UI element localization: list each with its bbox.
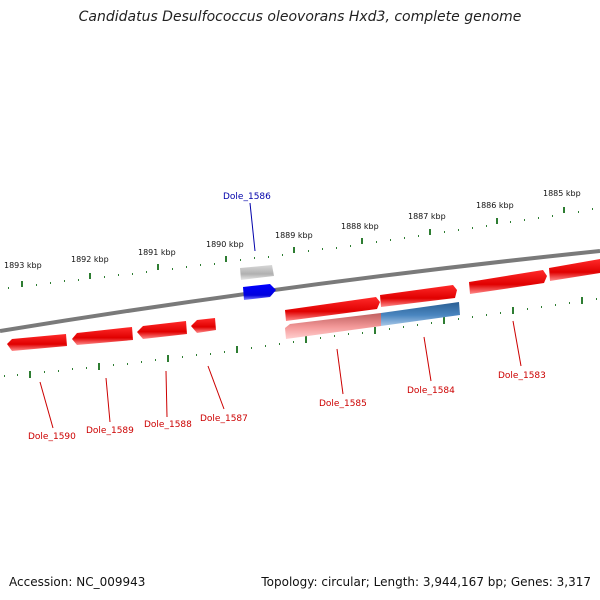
scale-label-1886: 1886 kbp xyxy=(476,201,514,210)
gene-partial-forward[interactable] xyxy=(549,259,600,281)
gene-dole-1589[interactable] xyxy=(72,327,133,345)
label-dole-1587[interactable]: Dole_1587 xyxy=(200,414,248,424)
gene-dole-1584-forward[interactable] xyxy=(380,285,457,307)
label-dole-1583[interactable]: Dole_1583 xyxy=(498,371,546,381)
gene-dole-1586-grey[interactable] xyxy=(240,265,274,280)
label-dole-1590[interactable]: Dole_1590 xyxy=(28,432,76,442)
gene-dole-1586[interactable] xyxy=(243,284,276,300)
scale-label-1885: 1885 kbp xyxy=(543,189,581,198)
gene-labels: Dole_1586 Dole_1590 Dole_1589 Dole_1588 … xyxy=(28,192,546,442)
gene-dole-1583-forward[interactable] xyxy=(469,270,547,294)
gene-dole-1585-reverse[interactable] xyxy=(285,313,381,339)
label-dole-1586[interactable]: Dole_1586 xyxy=(223,192,271,202)
gene-dole-1590[interactable] xyxy=(7,334,67,351)
scale-label-1893: 1893 kbp xyxy=(4,261,42,270)
gene-dole-1587[interactable] xyxy=(191,318,216,333)
reverse-genes xyxy=(7,302,460,351)
gene-dole-1585-forward[interactable] xyxy=(285,297,380,321)
scale-label-1889: 1889 kbp xyxy=(275,231,313,240)
scale-label-1891: 1891 kbp xyxy=(138,248,176,257)
gene-dole-1588[interactable] xyxy=(137,321,187,339)
scale-label-1890: 1890 kbp xyxy=(206,240,244,249)
accession-text: Accession: NC_009943 xyxy=(9,575,146,589)
scale-label-1888: 1888 kbp xyxy=(341,222,379,231)
gene-dole-1584-reverse[interactable] xyxy=(381,302,460,326)
label-leaders xyxy=(39,202,522,429)
genome-title: Candidatus Desulfococcus oleovorans Hxd3… xyxy=(78,9,522,25)
upper-scale xyxy=(8,207,593,289)
lower-scale xyxy=(4,297,597,378)
scale-label-1892: 1892 kbp xyxy=(71,255,109,264)
label-dole-1589[interactable]: Dole_1589 xyxy=(86,426,134,436)
scale-label-1887: 1887 kbp xyxy=(408,212,446,221)
label-dole-1588[interactable]: Dole_1588 xyxy=(144,420,192,430)
scale-labels: 1893 kbp 1892 kbp 1891 kbp 1890 kbp 1889… xyxy=(4,189,581,270)
label-dole-1584[interactable]: Dole_1584 xyxy=(407,386,455,396)
label-dole-1585[interactable]: Dole_1585 xyxy=(319,399,367,409)
genome-backbone xyxy=(0,249,600,333)
genome-summary-text: Topology: circular; Length: 3,944,167 bp… xyxy=(261,575,591,589)
forward-genes xyxy=(240,259,600,321)
